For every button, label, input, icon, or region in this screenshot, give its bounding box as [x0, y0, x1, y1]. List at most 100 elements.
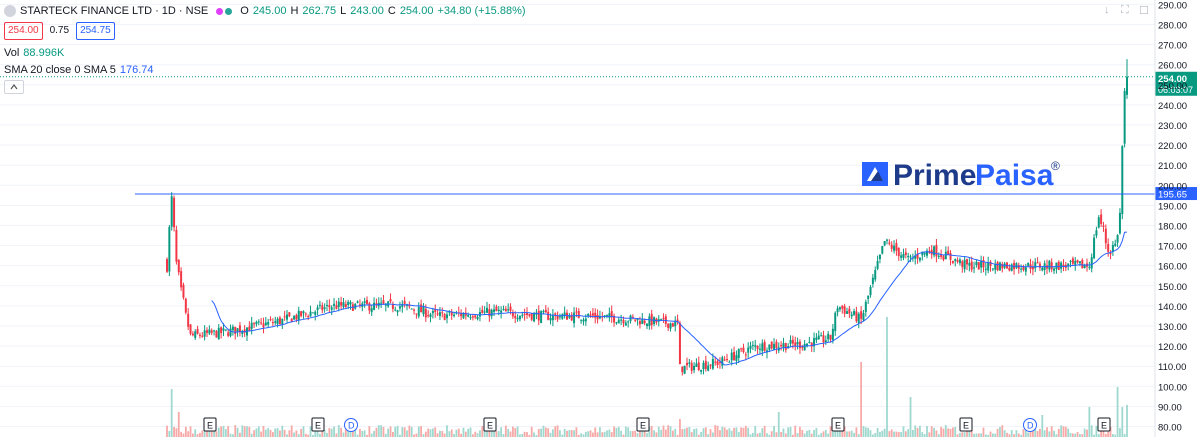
candle-body [424, 308, 427, 318]
candle-body [1053, 268, 1056, 271]
volume-bar [540, 428, 543, 437]
earnings-marker[interactable] [311, 417, 325, 432]
candle [467, 312, 470, 318]
arrow-down-icon[interactable]: ↓ [1104, 4, 1110, 16]
candle-body [326, 305, 328, 307]
candle-body [1048, 260, 1051, 270]
candle [264, 316, 267, 327]
volume-bar [874, 433, 877, 437]
candle [883, 240, 886, 247]
candle [1050, 258, 1053, 273]
candle-body [1093, 237, 1096, 259]
candle-body [446, 314, 448, 319]
candle-body [544, 309, 547, 313]
candle [582, 317, 585, 326]
candle-body [711, 358, 714, 369]
volume-bar [1050, 426, 1053, 437]
earnings-marker[interactable] [1097, 417, 1111, 432]
candle-body [596, 314, 599, 320]
candle-body [434, 309, 437, 313]
candle [434, 304, 437, 318]
volume-bar [479, 430, 481, 437]
volume-legend[interactable]: Vol 88.996K [4, 46, 526, 60]
candle [1104, 224, 1107, 250]
volume-bar [366, 434, 368, 437]
dividend-marker[interactable] [1023, 418, 1037, 432]
volume-bar [483, 428, 486, 437]
sma-legend[interactable]: SMA 20 close 0 SMA 5 176.74 [4, 63, 526, 77]
volume-bar [653, 430, 655, 437]
volume-bar [664, 429, 667, 437]
candle [648, 313, 651, 330]
volume-bar [427, 428, 430, 437]
candle-body [448, 311, 451, 313]
candle [220, 326, 223, 339]
candle-body [697, 362, 700, 370]
earnings-marker[interactable] [483, 417, 497, 432]
candle-body [177, 259, 180, 273]
earnings-marker[interactable] [636, 417, 650, 432]
volume-bar [222, 425, 225, 437]
candle [1017, 262, 1020, 274]
volume-bar [1114, 434, 1117, 437]
candle-body [1111, 244, 1114, 253]
volume-bar [328, 428, 331, 437]
candle-body [926, 250, 928, 256]
volume-bar [1109, 426, 1112, 437]
candle-body [678, 323, 681, 365]
collapse-legend-button[interactable] [4, 80, 24, 94]
candle-body [441, 312, 444, 314]
volume-bar [1067, 428, 1070, 437]
candle [1067, 263, 1070, 271]
last-price-tag [1155, 71, 1197, 96]
settings-icon[interactable]: ⛶ [1121, 4, 1129, 16]
volume-bar [391, 431, 394, 437]
candle [401, 300, 404, 313]
candle-body [1107, 243, 1110, 252]
candle [1090, 253, 1093, 273]
dividend-marker[interactable] [344, 418, 358, 432]
volume-bar [613, 426, 615, 437]
candle [241, 329, 244, 338]
candle [874, 266, 877, 282]
candle-body [1024, 267, 1027, 272]
volume-bar [460, 433, 463, 437]
candle [686, 357, 688, 371]
candle [194, 329, 197, 340]
earnings-marker[interactable] [959, 417, 973, 432]
y-tick-label: 240.00 [1158, 101, 1187, 112]
candle-body [1097, 217, 1100, 228]
volume-bar [535, 434, 538, 437]
sell-button[interactable]: 254.00 [4, 22, 43, 40]
earnings-marker[interactable] [831, 417, 845, 432]
earnings-marker[interactable] [203, 417, 217, 432]
volume-bar [530, 426, 533, 437]
candle-body [613, 315, 616, 323]
candle [191, 331, 194, 337]
candle [817, 330, 820, 340]
candle [217, 324, 220, 340]
candle [777, 342, 780, 354]
candle [333, 298, 336, 311]
symbol-title[interactable]: STARTECK FINANCE LTD · 1D · NSE [20, 5, 209, 17]
volume-bar [864, 427, 867, 437]
buy-button[interactable]: 254.75 [76, 22, 115, 40]
candle-body [1015, 263, 1018, 268]
volume-bar [1036, 431, 1039, 437]
volume-bar [431, 428, 434, 437]
candle [1053, 266, 1056, 275]
candle [918, 257, 921, 263]
candle [662, 313, 665, 323]
candle-body [321, 305, 324, 311]
candle [902, 248, 905, 261]
candle [1055, 262, 1058, 274]
volume-bar [782, 428, 785, 437]
candle-body [175, 229, 178, 262]
candle-body [368, 303, 371, 311]
candle-body [994, 263, 997, 270]
candle-body [1001, 264, 1004, 269]
maximize-icon[interactable]: ☐ [1139, 5, 1149, 17]
